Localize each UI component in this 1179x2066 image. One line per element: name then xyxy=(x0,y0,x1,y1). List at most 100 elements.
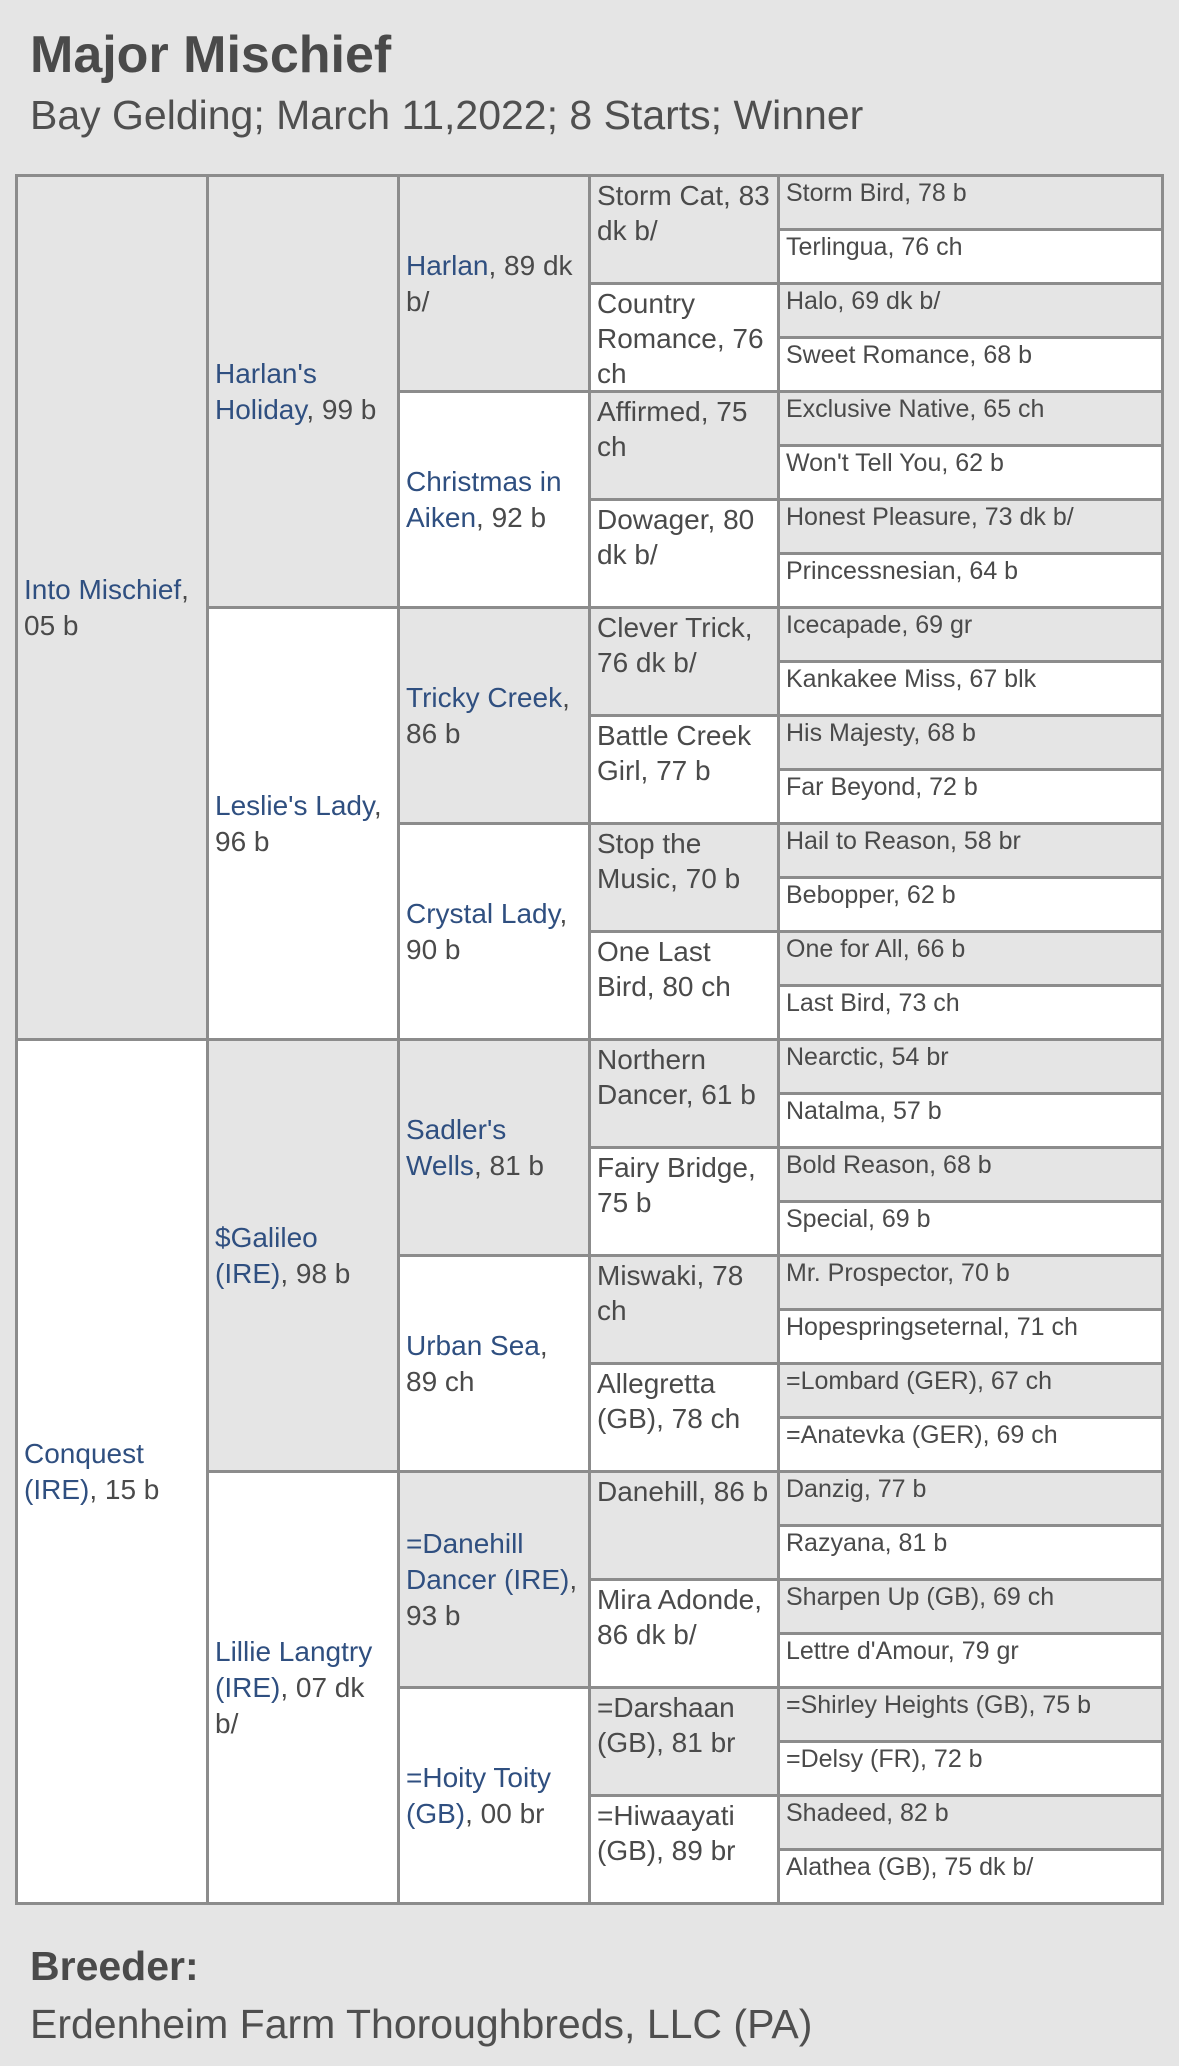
ancestor-text: Halo, 69 dk b/ xyxy=(786,287,941,315)
ancestor-text: Affirmed, 75 ch xyxy=(597,396,748,462)
pedigree-cell-gen5: Natalma, 57 b xyxy=(780,1095,1161,1146)
pedigree-cell-gen3: Urban Sea, 89 ch xyxy=(400,1257,588,1470)
ancestor-text: Shadeed, 82 b xyxy=(786,1799,949,1827)
ancestor-text: Sweet Romance, 68 b xyxy=(786,341,1032,369)
ancestor-text: Far Beyond, 72 b xyxy=(786,773,978,801)
breeder-label: Breeder: xyxy=(30,1943,199,1989)
ancestor-text: Storm Cat, 83 dk b/ xyxy=(597,180,770,246)
ancestor-link[interactable]: Leslie's Lady xyxy=(215,789,374,821)
ancestor-text: Country Romance, 76 ch xyxy=(597,288,764,389)
ancestor-link[interactable]: $Galileo (IRE) xyxy=(215,1221,318,1289)
pedigree-cell-gen5: Far Beyond, 72 b xyxy=(780,771,1161,822)
ancestor-link[interactable]: =Hoity Toity (GB) xyxy=(406,1761,551,1829)
ancestor-link[interactable]: Harlan xyxy=(406,249,489,281)
pedigree-cell-gen2: $Galileo (IRE), 98 b xyxy=(209,1041,397,1470)
pedigree-cell-gen5: Danzig, 77 b xyxy=(780,1473,1161,1524)
ancestor-link[interactable]: Crystal Lady xyxy=(406,897,560,929)
ancestor-info: , 05 b xyxy=(24,573,189,641)
pedigree-cell-gen5: Alathea (GB), 75 dk b/ xyxy=(780,1851,1161,1902)
ancestor-link[interactable]: Into Mischief xyxy=(24,573,182,605)
pedigree-cell-gen4: One Last Bird, 80 ch xyxy=(591,933,777,1038)
pedigree-cell-gen3: =Hoity Toity (GB), 00 br xyxy=(400,1689,588,1902)
ancestor-text: Natalma, 57 b xyxy=(786,1097,942,1125)
ancestor-text: Honest Pleasure, 73 dk b/ xyxy=(786,503,1074,531)
ancestor-text: =Delsy (FR), 72 b xyxy=(786,1745,983,1773)
ancestor-text: Storm Bird, 78 b xyxy=(786,179,967,207)
ancestor-info: , 89 dk b/ xyxy=(406,249,573,317)
pedigree-cell-gen5: Lettre d'Amour, 79 gr xyxy=(780,1635,1161,1686)
pedigree-cell-gen4: Mira Adonde, 86 dk b/ xyxy=(591,1581,777,1686)
pedigree-cell-gen5: Won't Tell You, 62 b xyxy=(780,447,1161,498)
ancestor-text: Princessnesian, 64 b xyxy=(786,557,1019,585)
pedigree-cell-gen1: Conquest (IRE), 15 b xyxy=(18,1041,206,1902)
ancestor-link[interactable]: Lillie Langtry (IRE) xyxy=(215,1635,373,1703)
pedigree-cell-gen5: Honest Pleasure, 73 dk b/ xyxy=(780,501,1161,552)
ancestor-entry: $Galileo (IRE), 98 b xyxy=(215,1220,391,1292)
ancestor-text: His Majesty, 68 b xyxy=(786,719,976,747)
pedigree-cell-gen3: Sadler's Wells, 81 b xyxy=(400,1041,588,1254)
ancestor-link[interactable]: Tricky Creek xyxy=(406,681,563,713)
ancestor-text: One Last Bird, 80 ch xyxy=(597,936,731,1002)
pedigree-cell-gen5: =Anatevka (GER), 69 ch xyxy=(780,1419,1161,1470)
ancestor-link[interactable]: =Danehill Dancer (IRE) xyxy=(406,1527,570,1595)
pedigree-cell-gen5: Princessnesian, 64 b xyxy=(780,555,1161,606)
pedigree-cell-gen4: Battle Creek Girl, 77 b xyxy=(591,717,777,822)
ancestor-text: Dowager, 80 dk b/ xyxy=(597,504,755,570)
pedigree-cell-gen5: Hopespringseternal, 71 ch xyxy=(780,1311,1161,1362)
pedigree-cell-gen5: Shadeed, 82 b xyxy=(780,1797,1161,1848)
pedigree-cell-gen4: Danehill, 86 b xyxy=(591,1473,777,1578)
ancestor-text: Special, 69 b xyxy=(786,1205,931,1233)
ancestor-text: =Anatevka (GER), 69 ch xyxy=(786,1421,1058,1449)
pedigree-cell-gen4: Affirmed, 75 ch xyxy=(591,393,777,498)
pedigree-cell-gen5: Razyana, 81 b xyxy=(780,1527,1161,1578)
ancestor-text: Bebopper, 62 b xyxy=(786,881,956,909)
ancestor-info: , 81 b xyxy=(473,1149,544,1181)
ancestor-entry: Sadler's Wells, 81 b xyxy=(406,1112,582,1184)
ancestor-info: , 86 b xyxy=(406,681,570,749)
ancestor-text: Icecapade, 69 gr xyxy=(786,611,973,639)
ancestor-text: =Lombard (GER), 67 ch xyxy=(786,1367,1053,1395)
ancestor-link[interactable]: Urban Sea xyxy=(406,1329,540,1361)
ancestor-info: , 89 ch xyxy=(406,1329,548,1397)
pedigree-cell-gen3: Harlan, 89 dk b/ xyxy=(400,177,588,390)
ancestor-link[interactable]: Christmas in Aiken xyxy=(406,465,562,533)
ancestor-text: Battle Creek Girl, 77 b xyxy=(597,720,752,786)
ancestor-info: , 00 br xyxy=(465,1797,545,1829)
ancestor-info: , 92 b xyxy=(476,501,547,533)
pedigree-cell-gen4: Fairy Bridge, 75 b xyxy=(591,1149,777,1254)
pedigree-table: Into Mischief, 05 b Conquest (IRE), 15 b H… xyxy=(15,174,1164,1905)
pedigree-cell-gen5: Hail to Reason, 58 br xyxy=(780,825,1161,876)
ancestor-text: Allegretta (GB), 78 ch xyxy=(597,1368,741,1434)
pedigree-cell-gen5: Mr. Prospector, 70 b xyxy=(780,1257,1161,1308)
pedigree-cell-gen1: Into Mischief, 05 b xyxy=(18,177,206,1038)
ancestor-info: , 90 b xyxy=(406,897,568,965)
ancestor-text: Terlingua, 76 ch xyxy=(786,233,963,261)
pedigree-cell-gen5: Storm Bird, 78 b xyxy=(780,177,1161,228)
ancestor-text: Won't Tell You, 62 b xyxy=(786,449,1004,477)
ancestor-text: Exclusive Native, 65 ch xyxy=(786,395,1045,423)
ancestor-text: Hail to Reason, 58 br xyxy=(786,827,1021,855)
ancestor-entry: Conquest (IRE), 15 b xyxy=(24,1436,200,1508)
ancestor-link[interactable]: Conquest (IRE) xyxy=(24,1437,144,1505)
ancestor-entry: =Danehill Dancer (IRE), 93 b xyxy=(406,1526,582,1634)
ancestor-text: Mr. Prospector, 70 b xyxy=(786,1259,1010,1287)
ancestor-text: Kankakee Miss, 67 blk xyxy=(786,665,1037,693)
ancestor-entry: Tricky Creek, 86 b xyxy=(406,680,582,752)
pedigree-cell-gen4: Stop the Music, 70 b xyxy=(591,825,777,930)
ancestor-text: Razyana, 81 b xyxy=(786,1529,948,1557)
pedigree-cell-gen4: Northern Dancer, 61 b xyxy=(591,1041,777,1146)
pedigree-cell-gen4: Dowager, 80 dk b/ xyxy=(591,501,777,606)
pedigree-cell-gen2: Harlan's Holiday, 99 b xyxy=(209,177,397,606)
ancestor-info: , 96 b xyxy=(215,789,382,857)
pedigree-cell-gen5: One for All, 66 b xyxy=(780,933,1161,984)
ancestor-info: , 98 b xyxy=(280,1257,351,1289)
pedigree-cell-gen4: =Darshaan (GB), 81 br xyxy=(591,1689,777,1794)
pedigree-cell-gen5: Kankakee Miss, 67 blk xyxy=(780,663,1161,714)
ancestor-entry: Into Mischief, 05 b xyxy=(24,572,200,644)
pedigree-cell-gen4: Clever Trick, 76 dk b/ xyxy=(591,609,777,714)
ancestor-info: , 99 b xyxy=(306,393,377,425)
pedigree-cell-gen4: Miswaki, 78 ch xyxy=(591,1257,777,1362)
ancestor-link[interactable]: Harlan's Holiday xyxy=(215,357,317,425)
ancestor-link[interactable]: Sadler's Wells xyxy=(406,1113,507,1181)
ancestor-text: =Darshaan (GB), 81 br xyxy=(597,1692,736,1758)
